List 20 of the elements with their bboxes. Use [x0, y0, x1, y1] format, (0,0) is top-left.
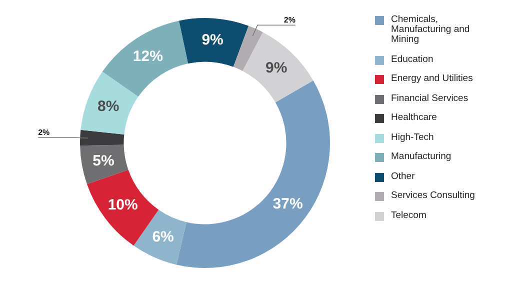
- data-label: 37%: [272, 196, 303, 213]
- data-label: 5%: [92, 152, 114, 170]
- legend-label: Manufacturing: [391, 151, 452, 162]
- data-label: 12%: [132, 48, 163, 66]
- data-label: 2%: [38, 128, 50, 137]
- legend-label: High-Tech: [391, 132, 435, 142]
- legend-label: Telecom: [391, 210, 428, 220]
- data-label: 6%: [152, 228, 174, 246]
- data-label: 9%: [266, 60, 288, 77]
- legend-label: Education: [391, 54, 434, 64]
- legend-label: Energy and Utilities: [391, 73, 474, 84]
- data-label: 10%: [108, 196, 138, 214]
- legend-label: Healthcare: [391, 112, 438, 123]
- data-label: 9%: [202, 31, 224, 48]
- legend-label: Chemicals, Manufacturing and Mining: [391, 14, 471, 45]
- legend-label: Financial Services: [391, 92, 470, 104]
- legend-label: Services Consulting: [391, 190, 476, 201]
- data-label: 2%: [284, 15, 296, 24]
- legend-label: Other: [391, 170, 416, 182]
- data-label: 8%: [98, 98, 120, 116]
